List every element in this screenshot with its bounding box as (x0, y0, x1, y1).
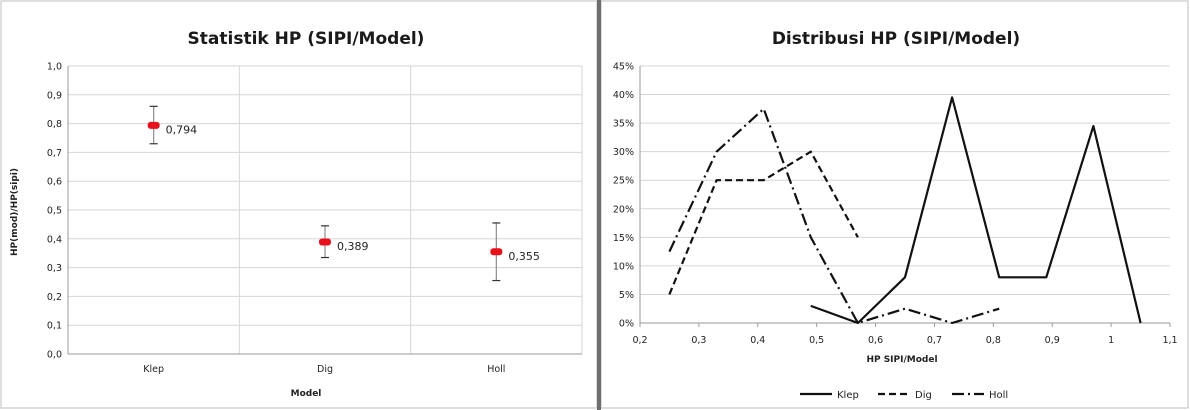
chart1-y-tick-label: 0,5 (47, 206, 62, 217)
chart2-x-tick-label: 0,9 (1045, 335, 1060, 346)
chart2-x-tick-labels: 0,2 0,3 0,4 0,5 0,6 0,7 0,8 0,9 1 1,1 (632, 335, 1177, 346)
chart1-y-tick-label: 0,0 (47, 350, 62, 361)
chart2-series-line-klep (810, 96, 1142, 325)
chart2-x-tick-label: 0,4 (750, 335, 765, 346)
chart2-x-tick-label: 0,2 (632, 335, 647, 346)
chart1-y-axis-label: HP(mod)/HP(sipi) (10, 168, 20, 256)
chart2-x-axis-label: HP SIPI/Model (866, 355, 937, 365)
chart2-y-tick-label: 5% (619, 290, 634, 301)
chart2-x-tick-label: 0,5 (809, 335, 824, 346)
chart1-y-tick-labels: 0,0 0,1 0,2 0,3 0,4 0,5 0,6 0,7 0,8 0,9 1,0 (47, 62, 62, 361)
chart2-y-tick-label: 25% (613, 176, 634, 187)
chart2-y-tick-label: 15% (613, 233, 634, 244)
chart2-x-tick-label: 0,3 (691, 335, 706, 346)
chart1-y-tick-label: 0,6 (47, 177, 62, 188)
chart2-y-tick-label: 40% (613, 90, 634, 101)
chart2-legend: Klep Dig Holl (800, 390, 1008, 401)
chart1-title: Statistik HP (SIPI/Model) (188, 29, 425, 49)
chart1-data-label: 0,355 (508, 250, 540, 263)
chart2-y-tick-label: 10% (613, 261, 634, 272)
chart1-point (319, 238, 331, 246)
chart1-y-tick-label: 0,3 (47, 263, 62, 274)
chart2-x-tick-label: 1,1 (1162, 335, 1177, 346)
chart2-x-tick-label: 0,7 (927, 335, 942, 346)
chart2-y-tick-label: 0% (619, 319, 634, 330)
left-panel-frame (0, 0, 598, 409)
chart1-x-axis-label: Model (291, 389, 322, 399)
chart1-point (490, 248, 503, 256)
chart2-legend-label: Dig (915, 390, 932, 401)
chart2-series-line-dig (668, 150, 859, 295)
chart2-series-line-holl (668, 107, 1000, 325)
chart1-x-tick-labels: Klep Dig Holl (143, 364, 505, 375)
chart1-y-tick-label: 0,2 (47, 292, 62, 303)
chart1-y-tick-label: 0,7 (47, 148, 62, 159)
right-panel-frame (600, 0, 1189, 409)
chart2-legend-label: Klep (837, 390, 859, 401)
chart1-data-label: 0,794 (166, 123, 198, 136)
chart1-marks: 0,794 0,389 0,355 (147, 105, 540, 282)
chart1-data-label: 0,389 (337, 240, 369, 253)
chart1-y-tick-label: 0,1 (47, 321, 62, 332)
chart2-series (668, 96, 1142, 325)
chart2-y-tick-label: 30% (613, 147, 634, 158)
chart1-x-tick-label: Holl (487, 364, 505, 375)
chart2-x-tick-label: 0,8 (986, 335, 1001, 346)
chart2-y-tick-label: 35% (613, 119, 634, 130)
chart1-y-tick-label: 0,8 (47, 119, 62, 130)
chart2-title: Distribusi HP (SIPI/Model) (772, 29, 1020, 49)
chart1-point (147, 121, 160, 129)
chart2-x-tick-label: 1 (1108, 335, 1114, 346)
chart2-y-tick-label: 45% (613, 62, 634, 73)
chart2-x-tick-label: 0,6 (868, 335, 883, 346)
chart2-legend-label: Holl (989, 390, 1008, 401)
chart1-y-tick-label: 0,4 (47, 234, 62, 245)
chart1-x-tick-label: Klep (143, 364, 164, 375)
chart2-y-tick-labels: 0% 5% 10% 15% 20% 25% 30% 35% 40% 45% (613, 62, 634, 330)
chart1-y-tick-label: 0,9 (47, 90, 62, 101)
chart1-y-tick-label: 1,0 (47, 62, 62, 73)
chart2-y-tick-label: 20% (613, 204, 634, 215)
panel-divider (597, 0, 601, 410)
chart1-x-tick-label: Dig (317, 364, 333, 375)
